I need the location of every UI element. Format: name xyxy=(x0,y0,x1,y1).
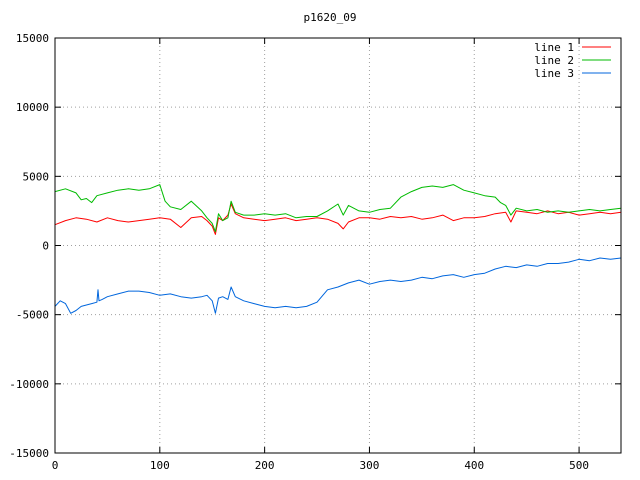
legend-label-2: line 2 xyxy=(534,54,574,67)
x-tick-label: 200 xyxy=(255,459,275,472)
series-layer xyxy=(54,184,622,314)
x-tick-label: 0 xyxy=(52,459,59,472)
grid xyxy=(55,38,621,453)
x-tick-label: 400 xyxy=(464,459,484,472)
x-tick-label: 500 xyxy=(569,459,589,472)
x-tick-label: 300 xyxy=(360,459,380,472)
y-tick-label: -15000 xyxy=(9,447,49,460)
legend-label-1: line 1 xyxy=(534,41,574,54)
series-line-1 xyxy=(54,203,622,235)
y-tick-label: -5000 xyxy=(16,309,49,322)
y-tick-label: 5000 xyxy=(23,170,50,183)
y-tick-label: 15000 xyxy=(16,32,49,45)
x-tick-label: 100 xyxy=(150,459,170,472)
series-line-2 xyxy=(54,184,622,233)
chart-title: p1620_09 xyxy=(304,11,357,24)
series-line-3 xyxy=(54,257,622,314)
y-tick-label: 0 xyxy=(42,240,49,253)
y-tick-label: 10000 xyxy=(16,101,49,114)
legend-label-3: line 3 xyxy=(534,67,574,80)
y-tick-label: -10000 xyxy=(9,378,49,391)
axes: -15000 -10000 -5000 0 5000 10000 15000 0 100 200 3… xyxy=(9,32,622,472)
